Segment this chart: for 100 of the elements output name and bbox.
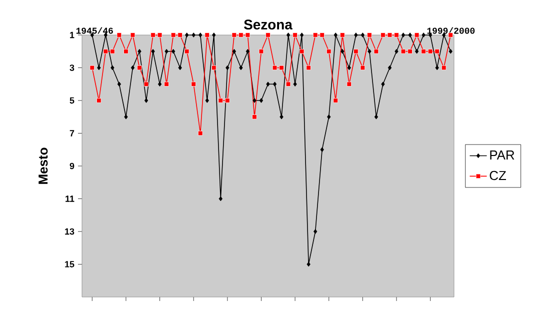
point	[137, 65, 142, 70]
point	[272, 65, 278, 70]
point	[116, 32, 122, 38]
point	[340, 48, 344, 54]
point	[320, 32, 325, 38]
point	[218, 98, 224, 103]
text: 1945/46	[76, 27, 113, 34]
point	[394, 48, 398, 54]
point	[164, 48, 168, 54]
point	[374, 48, 379, 54]
legend-label: PAR	[490, 150, 514, 160]
y-tick-label: 9	[70, 162, 74, 170]
y-tick-label: 7	[70, 130, 74, 136]
point	[225, 98, 230, 103]
y-tick-label: 11	[66, 196, 74, 202]
point	[164, 82, 169, 87]
point	[191, 82, 196, 87]
y-tick-label: 1	[70, 32, 74, 38]
point	[252, 98, 256, 103]
point	[320, 147, 324, 152]
point	[110, 65, 114, 70]
point	[401, 32, 406, 38]
point	[218, 196, 222, 202]
y-tick-label: 5	[70, 97, 74, 104]
point	[258, 48, 264, 54]
point	[408, 48, 412, 54]
point	[212, 65, 216, 70]
point	[381, 82, 385, 87]
point	[293, 82, 297, 87]
point	[144, 82, 149, 87]
point	[117, 82, 122, 87]
point	[96, 98, 102, 103]
point	[184, 32, 189, 38]
point	[252, 114, 257, 120]
point	[360, 65, 366, 70]
point	[354, 48, 358, 54]
point	[354, 32, 358, 38]
point	[178, 32, 182, 38]
y-tick-label: 3	[70, 64, 74, 71]
y-tick-label: 15	[65, 261, 74, 268]
point	[232, 32, 237, 38]
point	[286, 32, 290, 38]
point	[110, 48, 115, 54]
point	[394, 32, 399, 38]
point	[300, 32, 304, 38]
point	[238, 32, 244, 38]
text: 1999/2000	[427, 27, 475, 34]
point	[434, 48, 440, 54]
chart-title: Sezona	[244, 20, 293, 30]
point	[367, 32, 372, 38]
y-tick-label: 13	[65, 228, 74, 235]
point	[245, 32, 250, 38]
point	[239, 65, 243, 70]
point	[408, 32, 412, 38]
point	[178, 65, 182, 70]
point	[246, 48, 250, 54]
point	[170, 32, 176, 38]
point	[150, 32, 156, 38]
point	[212, 32, 216, 38]
point	[205, 98, 209, 103]
point	[314, 229, 318, 234]
point	[414, 48, 419, 54]
point	[272, 82, 277, 87]
point	[428, 48, 433, 54]
point	[421, 48, 426, 54]
point	[226, 65, 230, 70]
point	[387, 32, 392, 38]
point	[388, 65, 392, 70]
point	[266, 82, 270, 87]
point	[138, 48, 142, 54]
point	[340, 32, 345, 38]
legend-label: CZ	[490, 170, 506, 180]
point	[97, 65, 101, 70]
point	[327, 114, 331, 120]
point	[368, 48, 372, 54]
point	[333, 98, 338, 103]
point	[286, 82, 291, 87]
point	[130, 32, 136, 38]
y-axis-title: Mesto	[38, 148, 48, 184]
point	[144, 98, 148, 103]
point	[232, 48, 236, 54]
point	[292, 32, 298, 38]
point	[158, 82, 162, 87]
point	[198, 130, 203, 136]
point	[326, 48, 332, 54]
point	[124, 48, 128, 54]
point	[380, 32, 386, 38]
point	[422, 32, 426, 38]
point	[299, 48, 304, 54]
point	[414, 32, 420, 38]
point	[90, 65, 95, 70]
point	[171, 48, 176, 54]
point	[441, 65, 446, 70]
point	[157, 32, 162, 38]
point	[279, 65, 284, 70]
point	[435, 65, 439, 70]
point	[259, 98, 264, 103]
point	[347, 65, 352, 70]
point	[204, 32, 210, 38]
point	[346, 82, 352, 87]
